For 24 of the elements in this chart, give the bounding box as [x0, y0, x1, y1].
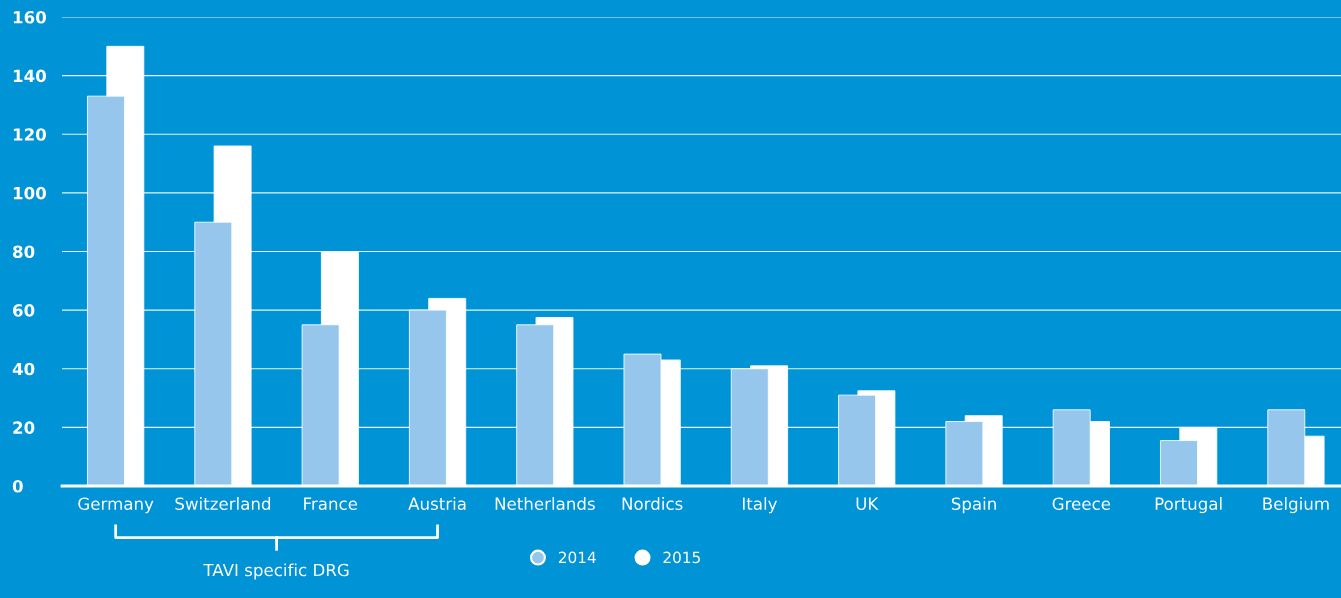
y-tick-label: 60 [13, 304, 35, 317]
x-tick-label: Italy [743, 497, 778, 514]
text: TAVI specific DRG [203, 563, 349, 580]
y-tick-label: 80 [13, 245, 35, 259]
legend-label: 2014 [558, 551, 596, 564]
y-tick-label: 140 [13, 69, 46, 83]
y-tick-label: 160 [13, 10, 46, 24]
y-tick-label: 0 [12, 479, 23, 493]
x-tick-label: Portugal [1155, 497, 1222, 514]
x-tick-label: Netherlands [495, 497, 595, 511]
y-tick-label: 20 [13, 421, 35, 434]
x-tick-label: Spain [951, 497, 996, 514]
x-tick-label: France [304, 497, 358, 511]
x-tick-label: Austria [408, 497, 466, 511]
y-tick-label: 40 [12, 362, 35, 376]
x-tick-label: Germany [78, 497, 154, 514]
x-tick-label: Switzerland [175, 497, 271, 511]
legend-label: 2015 [663, 551, 700, 564]
x-tick-label: Belgium [1263, 497, 1329, 514]
x-tick-label: Greece [1052, 497, 1111, 511]
y-tick-label: 120 [13, 128, 46, 141]
x-tick-label: UK [856, 497, 879, 511]
x-tick-label: Nordics [622, 497, 683, 511]
y-tick-label: 100 [13, 186, 46, 200]
